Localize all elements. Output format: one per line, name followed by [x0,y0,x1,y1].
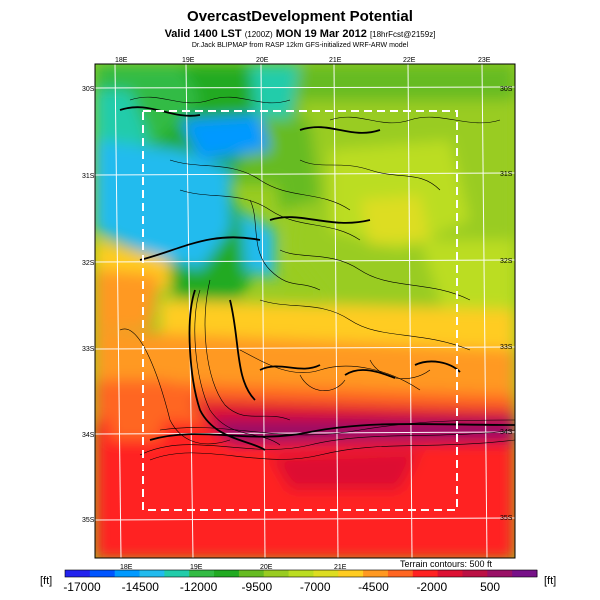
lat-left-2: 32S [82,260,95,267]
colorbar-tick-label: -9500 [241,580,273,594]
lat-left-3: 33S [82,346,95,353]
colorbar-swatch [512,570,538,577]
forecast-hour: [18hrFcst@2159z] [369,30,436,39]
lat-right-1: 31S [500,171,513,178]
lat-right-4: 34S [500,429,513,436]
valid-time: Valid 1400 LST (1200Z) MON 19 Mar 2012 [… [0,28,600,40]
colorbar-swatch [412,570,439,577]
lat-left-0: 30S [82,86,95,93]
colorbar-swatch [65,570,91,577]
colorbar-swatch [263,570,290,577]
unit-right: [ft] [544,575,557,587]
lat-left-4: 34S [82,432,95,439]
colorbar-tick-label: -4500 [358,580,389,594]
terrain-note: Terrain contours: 500 ft [400,559,493,569]
colorbar-tick-label: -2000 [416,580,448,594]
axis-labels: 18E 19E 20E 21E 22E 23E 18E 19E 20E 21E … [82,57,513,571]
colorbar-swatch [89,570,116,577]
colorbar-tick-label: -7000 [299,580,331,594]
colorbar-swatch [437,570,463,577]
map-title: OvercastDevelopment Potential [187,8,413,25]
colorbar-swatch [462,570,488,577]
colorbar-tick-label: -17000 [63,580,101,594]
valid-prefix: Valid 1400 LST [164,28,242,40]
lat-right-0: 30S [500,86,513,93]
colorbar-swatch [214,570,240,577]
colorbar-frame [64,569,538,578]
lon-top-1: 19E [182,57,195,64]
unit-left: [ft] [40,575,53,587]
colorbar-swatch [164,570,190,577]
lon-bottom-0: 18E [120,564,133,571]
colorbar-tick-label: -12000 [179,580,218,594]
colorbar-swatch [313,570,339,577]
colorbar-tick-label: 500 [480,580,501,594]
inner-domain-box [142,110,458,511]
plot-frame [94,63,516,559]
colorbar-swatch [238,570,265,577]
lat-left-1: 31S [82,173,95,180]
lon-top-4: 22E [403,57,416,64]
colorbar-swatch [139,570,165,577]
lat-right-2: 32S [500,258,513,265]
lon-bottom-2: 20E [260,564,273,571]
lat-left-5: 35S [82,517,95,524]
colorbar-swatch [338,570,364,577]
lon-top-5: 23E [478,57,491,64]
colorbar-swatch [363,570,389,577]
colorbar-swatch [387,570,414,577]
lon-top-2: 20E [256,57,269,64]
valid-date: MON 19 Mar 2012 [275,28,367,40]
graticule [94,63,516,559]
valid-utc: (1200Z) [244,30,273,39]
lat-right-3: 33S [500,344,513,351]
lon-bottom-3: 21E [334,564,347,571]
colorbar-swatch [189,570,215,577]
colorbar-swatch [114,570,141,577]
colorbar [64,569,538,578]
lon-top-0: 18E [115,57,128,64]
lon-bottom-1: 19E [190,564,203,571]
lat-right-5: 35S [500,515,513,522]
colorbar-tick-label: -14500 [121,580,159,594]
model-credit: Dr.Jack BLIPMAP from RASP 12km GFS-initi… [191,42,409,49]
color-field [95,64,515,558]
colorbar-swatch [288,570,314,577]
lon-top-3: 21E [329,57,342,64]
colorbar-swatch [487,570,513,577]
